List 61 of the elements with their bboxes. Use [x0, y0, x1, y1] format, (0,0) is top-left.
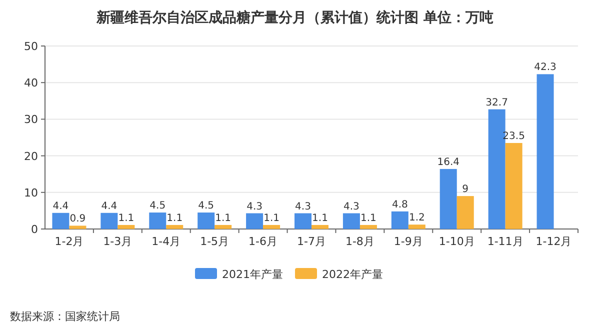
data-label: 1.2: [408, 212, 425, 224]
bar: [214, 224, 232, 229]
y-tick-label: 30: [24, 113, 38, 126]
x-tick-label: 1-12月: [536, 235, 572, 248]
data-label: 1.1: [360, 212, 376, 224]
x-tick-label: 1-3月: [103, 235, 132, 248]
bar: [342, 213, 360, 229]
y-tick-label: 10: [24, 186, 38, 200]
bar: [166, 224, 184, 229]
x-tick-label: 1-5月: [200, 235, 230, 248]
x-tick-label: 1-2月: [54, 235, 84, 248]
x-tick-label: 1-10月: [438, 235, 475, 248]
data-label: 4.4: [101, 200, 118, 212]
data-label: 4.4: [52, 200, 69, 212]
bar: [312, 224, 328, 229]
bar: [246, 213, 264, 229]
bar: [100, 212, 118, 229]
data-label: 16.4: [437, 156, 460, 168]
data-label: 4.3: [344, 201, 360, 212]
x-tick-label: 1-9月: [394, 235, 423, 248]
data-label: 1.1: [166, 212, 183, 224]
y-tick-label: 50: [24, 40, 38, 53]
y-tick-label: 20: [24, 150, 38, 163]
data-label: 4.8: [392, 199, 408, 210]
source-note: 数据来源：国家统计局: [10, 310, 120, 323]
data-label: 0.9: [70, 214, 86, 225]
data-label: 9: [462, 184, 469, 196]
bar: [360, 224, 377, 229]
data-label: 1.1: [215, 212, 232, 224]
legend-label: 2021年产量: [222, 268, 283, 281]
bar: [52, 212, 70, 229]
bar: [198, 212, 215, 229]
chart-title: 新疆维吾尔自治区成品糖产量分月（累计值）统计图 单位：万吨: [96, 9, 494, 26]
x-tick-label: 1-4月: [152, 235, 181, 248]
x-tick-label: 1-11月: [487, 235, 524, 248]
x-tick-label: 1-8月: [345, 235, 374, 248]
bar: [391, 211, 408, 229]
data-label: 42.3: [534, 62, 556, 74]
bar: [294, 213, 312, 229]
bar: [440, 168, 457, 229]
data-label: 1.1: [312, 212, 328, 224]
bar: [536, 74, 554, 229]
data-label: 4.3: [295, 201, 311, 212]
x-tick-label: 1-6月: [248, 235, 278, 248]
bar: [69, 226, 86, 229]
legend-label: 2022年产量: [322, 268, 383, 281]
x-tick-label: 1-7月: [297, 235, 326, 248]
bar: [456, 196, 474, 229]
data-label: 4.5: [198, 200, 214, 212]
data-label: 1.1: [118, 212, 134, 224]
y-tick-label: 0: [31, 223, 38, 236]
bar: [118, 224, 135, 229]
y-tick-label: 40: [24, 76, 38, 90]
data-label: 4.3: [246, 201, 262, 212]
bar: [408, 224, 426, 229]
data-label: 4.5: [150, 200, 166, 212]
bar: [505, 142, 522, 229]
bar: [149, 212, 166, 229]
data-label: 1.1: [264, 212, 280, 224]
bar: [263, 224, 280, 229]
data-label: 32.7: [486, 97, 508, 108]
